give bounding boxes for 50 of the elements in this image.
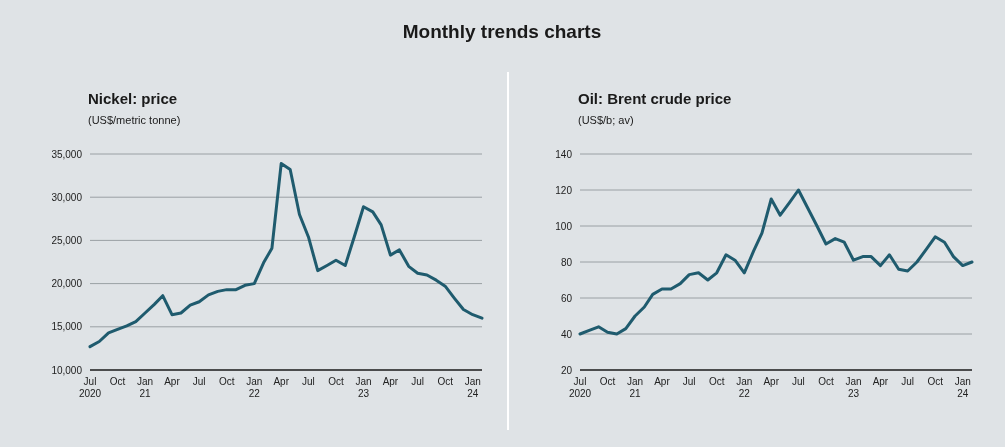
x-tick-label: Jul 2020 [568,376,592,399]
y-tick-label: 40 [560,328,573,340]
x-tick-label: Jan 23 [845,376,862,399]
x-tick-label: Jan 22 [246,376,263,399]
x-tick-label: Oct [599,376,616,387]
x-tick-label: Apr [654,376,671,387]
x-tick-label: Jul [302,376,315,387]
x-tick-label: Oct [927,376,944,387]
x-tick-label: Apr [382,376,399,387]
x-tick-label: Apr [273,376,290,387]
x-tick-label: Oct [328,376,344,387]
chart-subtitle: (US$/metric tonne) [88,114,181,126]
line-series [578,188,974,336]
y-tick-label: 120 [555,184,573,196]
x-tick-label: Jul [682,376,696,387]
y-tick-label: 30,000 [51,191,83,203]
x-tick-label: Jan 22 [736,376,753,399]
y-tick-label: 15,000 [51,321,83,333]
y-tick-label: 60 [560,292,573,304]
x-tick-label: Jan 24 [464,376,481,399]
x-tick-label: Jul [792,376,805,387]
x-tick-label: Oct [109,376,126,387]
y-tick-label: 140 [555,148,573,160]
x-tick-label: Oct [708,376,725,387]
x-tick-label: Jan 21 [627,376,644,399]
x-tick-label: Jul 2020 [78,376,102,399]
x-tick-label: Jan 24 [954,376,971,399]
y-tick-label: 20 [560,364,573,376]
x-tick-label: Jan 21 [137,376,154,399]
line-series [88,162,484,349]
x-tick-label: Oct [218,376,235,387]
chart-title: Oil: Brent crude price [578,90,732,107]
text: Monthly trends charts [402,21,602,42]
x-tick-label: Apr [872,376,889,387]
x-tick-label: Jan 23 [355,376,372,399]
y-tick-label: 10,000 [51,364,83,376]
x-tick-label: Jul [411,376,425,387]
y-tick-label: 25,000 [51,234,83,246]
x-tick-label: Jul [192,376,206,387]
x-tick-label: Apr [164,376,181,387]
y-tick-label: 20,000 [51,278,83,290]
y-tick-label: 80 [560,256,573,268]
chart-subtitle: (US$/b; av) [578,114,634,126]
y-tick-label: 35,000 [51,148,83,160]
chart-title: Nickel: price [88,90,178,107]
x-tick-label: Oct [437,376,454,387]
y-tick-label: 100 [555,220,573,232]
x-tick-label: Apr [763,376,780,387]
x-tick-label: Oct [818,376,834,387]
x-tick-label: Jul [901,376,915,387]
